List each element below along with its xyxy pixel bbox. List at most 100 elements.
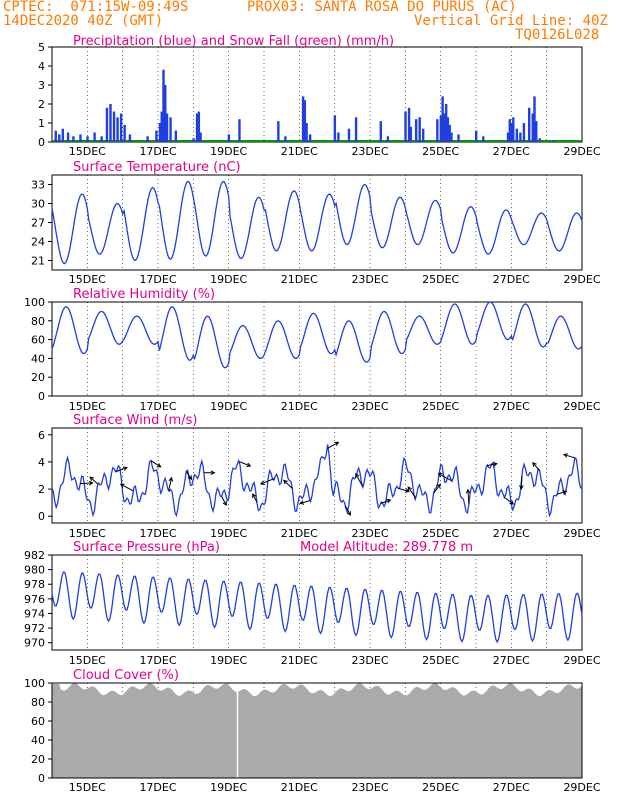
- wind-arrow: [520, 475, 523, 489]
- precip-bar: [552, 140, 556, 142]
- precip-bar: [284, 136, 287, 142]
- wind-arrow-head: [407, 486, 412, 492]
- wind-arrow: [327, 441, 339, 449]
- panel-rh: 0 20 40 60 80 100 15DEC 17DEC 19DEC 21DEC 23DEC 25D…: [24, 287, 601, 413]
- wind-arrow: [150, 460, 161, 468]
- precip-bar: [197, 111, 201, 142]
- precip-bar: [444, 104, 448, 142]
- precip-bar: [112, 111, 116, 142]
- precip-bar: [515, 128, 519, 142]
- y-tick-label: 2: [38, 483, 45, 496]
- wind-arrow: [260, 477, 275, 485]
- y-tick-label: 6: [38, 429, 45, 442]
- x-tick-label: 25DEC: [422, 145, 459, 158]
- wind-arrow: [185, 471, 192, 480]
- precip-bar: [155, 130, 158, 142]
- wind-arrow-head: [222, 501, 227, 507]
- x-tick-label: 25DEC: [422, 527, 459, 540]
- x-tick-label: 29DEC: [563, 145, 600, 158]
- panel-wind: 0 2 4 6 15DEC 17DEC 19DEC 21DEC 23DEC 25DEC 27DEC 2…: [38, 413, 601, 540]
- precip-bar: [93, 132, 96, 142]
- y-tick-label: 1: [38, 117, 45, 130]
- panel-title: Surface Wind (m/s): [73, 413, 197, 428]
- wind-arrow-head: [156, 463, 162, 468]
- x-tick-label: 15DEC: [69, 654, 106, 667]
- x-tick-label: 17DEC: [139, 145, 176, 158]
- wind-arrow: [380, 499, 391, 504]
- precip-bar: [123, 124, 126, 142]
- y-tick-label: 974: [24, 607, 45, 620]
- y-tick-label: 60: [31, 334, 45, 347]
- wind-arrow: [168, 477, 173, 492]
- precip-bar: [303, 100, 307, 142]
- x-tick-label: 27DEC: [493, 273, 530, 286]
- precip-bar: [354, 117, 358, 142]
- precip-bar: [337, 132, 340, 142]
- precip-bar: [450, 132, 453, 142]
- y-tick-label: 20: [31, 371, 45, 384]
- x-tick-label: 19DEC: [210, 654, 247, 667]
- wind-arrow: [433, 484, 441, 494]
- precip-bar: [531, 113, 534, 142]
- y-tick-label: 0: [38, 390, 45, 403]
- x-tick-label: 23DEC: [351, 781, 388, 794]
- x-tick-label: 19DEC: [210, 781, 247, 794]
- y-tick-label: 100: [24, 677, 45, 690]
- precip-bar: [301, 96, 305, 142]
- wind-arrow-head: [355, 472, 360, 478]
- panel-cloud: 0 20 40 60 80 100 15DEC 17DEC 19DEC 21DEC 23DEC 25D…: [24, 668, 601, 794]
- precip-bar: [404, 111, 407, 142]
- precip-bar: [533, 96, 536, 142]
- wind-arrow: [344, 505, 351, 516]
- panel-temp: 21 24 27 30 33 15DEC 17DEC 19DEC 21DEC 23DEC 25DEC…: [31, 160, 601, 286]
- x-tick-label: 29DEC: [563, 527, 600, 540]
- wind-arrow: [221, 496, 227, 506]
- precip-bar: [227, 134, 231, 142]
- y-tick-label: 0: [38, 510, 45, 523]
- precip-bar: [409, 126, 413, 142]
- precip-bar: [528, 107, 531, 142]
- wind-arrow-head: [492, 462, 498, 467]
- wind-arrow: [398, 487, 409, 492]
- wind-arrow-head: [562, 453, 568, 458]
- y-tick-label: 100: [24, 296, 45, 309]
- x-tick-label: 15DEC: [69, 527, 106, 540]
- precip-bar: [162, 69, 165, 142]
- precip-bar: [347, 128, 351, 142]
- panel-frame: [51, 174, 583, 271]
- wind-arrow: [115, 467, 128, 473]
- y-tick-label: 40: [31, 352, 45, 365]
- panel-title: Precipitation (blue) and Snow Fall (gree…: [73, 34, 394, 49]
- precip-bar: [192, 138, 195, 142]
- precip-bar: [519, 132, 522, 142]
- wind-arrow: [486, 463, 497, 467]
- y-tick-label: 30: [31, 198, 45, 211]
- x-tick-label: 15DEC: [69, 145, 106, 158]
- precip-bar: [160, 111, 163, 142]
- precip-bar: [538, 138, 541, 142]
- y-tick-label: 4: [38, 60, 45, 73]
- x-tick-label: 23DEC: [351, 273, 388, 286]
- x-tick-label: 27DEC: [493, 400, 530, 413]
- y-tick-label: 33: [31, 179, 45, 192]
- precip-bar: [482, 136, 485, 142]
- x-tick-label: 25DEC: [422, 781, 459, 794]
- precip-bar: [199, 132, 202, 142]
- x-tick-label: 21DEC: [281, 781, 318, 794]
- wind-arrow-head: [283, 479, 288, 485]
- header-run-date: 14DEC2020 40Z (GMT): [3, 13, 164, 29]
- x-tick-label: 23DEC: [351, 527, 388, 540]
- x-tick-label: 27DEC: [493, 527, 530, 540]
- wind-arrow-head: [210, 470, 216, 476]
- header-station-name: PROX03: SANTA ROSA DO PURUS (AC): [247, 0, 517, 15]
- precip-bar: [79, 134, 82, 142]
- y-tick-label: 21: [31, 255, 45, 268]
- precip-bar: [238, 119, 241, 142]
- wind-arrow-head: [404, 488, 410, 493]
- precip-bar: [66, 132, 70, 142]
- x-tick-label: 15DEC: [69, 273, 106, 286]
- precip-bar: [195, 113, 199, 142]
- x-tick-label: 25DEC: [422, 273, 459, 286]
